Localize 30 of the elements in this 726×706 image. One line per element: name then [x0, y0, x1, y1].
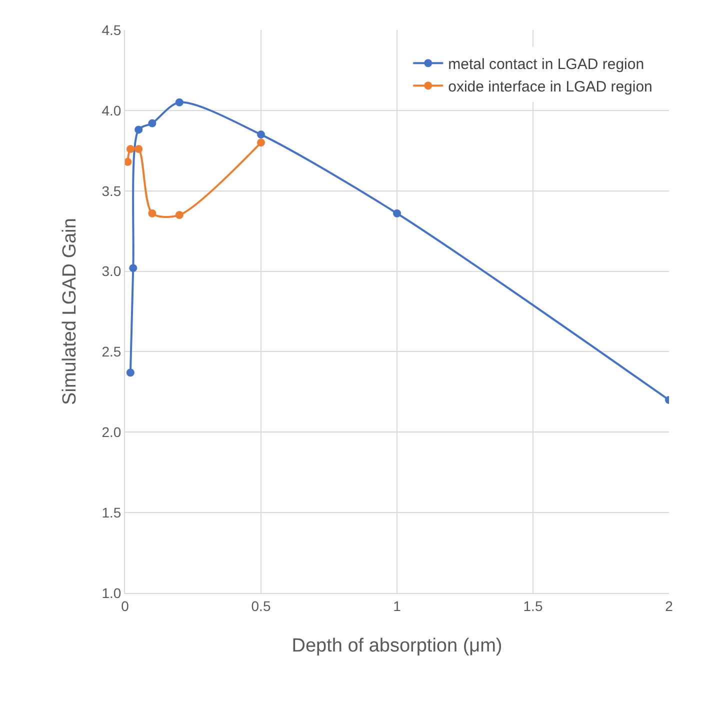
- x-tick-label: 1.5: [523, 598, 543, 614]
- point: [148, 209, 156, 218]
- y-tick-label: 3.0: [102, 263, 122, 280]
- point: [134, 145, 143, 154]
- y-tick-label: 3.5: [102, 182, 122, 199]
- point: [175, 98, 184, 106]
- point: [125, 158, 132, 166]
- point: [175, 210, 184, 219]
- point: [257, 138, 265, 147]
- y-tick-label: 1.0: [102, 584, 122, 601]
- point: [134, 126, 143, 134]
- x-tick-label: 1: [393, 598, 402, 614]
- legend-label: oxide interface in LGAD region: [448, 78, 652, 96]
- y-tick-label: 4.0: [102, 102, 122, 118]
- point: [126, 368, 134, 377]
- legend-label: metal contact in LGAD region: [448, 56, 644, 73]
- y-tick-label: 1.5: [102, 504, 122, 520]
- point: [393, 209, 401, 218]
- y-tick-label: 2.5: [102, 344, 122, 360]
- point: [257, 130, 265, 139]
- x-axis-title: Depth of absorption (μm): [292, 636, 502, 657]
- x-tick-label: 0.5: [251, 598, 271, 614]
- y-tick-label: 4.5: [102, 22, 122, 38]
- point: [126, 145, 134, 154]
- y-tick-label: 2.0: [102, 424, 122, 440]
- point: [148, 119, 156, 128]
- x-tick-label: 0: [121, 598, 130, 614]
- y-axis-title: Simulated LGAD Gain: [60, 218, 81, 405]
- point: [129, 264, 138, 272]
- x-tick-label: 2: [665, 598, 674, 614]
